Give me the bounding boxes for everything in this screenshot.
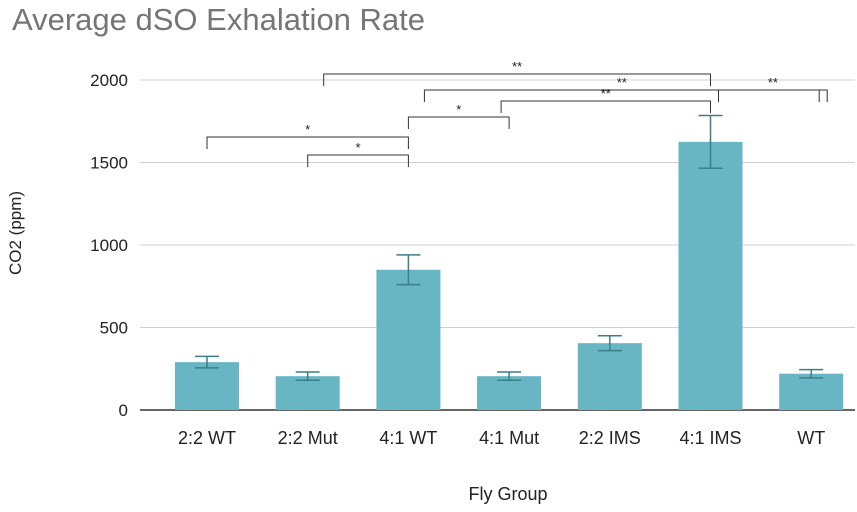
bar [175, 362, 239, 410]
bar [678, 141, 743, 410]
x-tick-label: 4:1 IMS [679, 428, 741, 448]
chart-title: Average dSO Exhalation Rate [12, 2, 426, 37]
significance-label: ** [617, 75, 627, 90]
x-tick-label: WT [797, 428, 825, 448]
x-tick-label: 4:1 WT [379, 428, 437, 448]
y-tick-label: 1500 [90, 154, 128, 173]
significance-bracket [718, 89, 828, 102]
x-tick-label: 4:1 Mut [479, 428, 539, 448]
significance-bracket [500, 100, 711, 113]
significance-brackets: *********** [206, 59, 828, 167]
significance-label: * [305, 122, 310, 137]
significance-bracket [206, 136, 409, 149]
significance-label: * [356, 140, 361, 155]
x-tick-label: 2:2 Mut [278, 428, 338, 448]
x-tick-label: 2:2 WT [178, 428, 236, 448]
gridlines [140, 79, 855, 411]
y-tick-label: 2000 [90, 71, 128, 90]
significance-label: ** [601, 86, 611, 101]
axis-ticks: 0 500 1000 1500 2000 2:2 WT 2:2 Mut 4:1 WT 4:1 M… [90, 71, 825, 448]
bar [779, 373, 844, 410]
x-axis-label: Fly Group [468, 484, 548, 504]
significance-label: ** [512, 59, 522, 74]
y-tick-label: 0 [119, 401, 128, 420]
x-tick-label: 2:2 IMS [579, 428, 641, 448]
bar [477, 376, 542, 410]
bars [175, 141, 844, 410]
y-tick-label: 500 [100, 319, 128, 338]
significance-label: ** [768, 75, 778, 90]
significance-bracket [423, 89, 820, 102]
bar [275, 376, 340, 410]
error-bars [195, 114, 824, 382]
significance-bracket [407, 116, 510, 129]
bar [376, 269, 441, 410]
significance-label: * [456, 102, 461, 117]
y-tick-label: 1000 [90, 236, 128, 255]
bar [577, 343, 642, 410]
significance-bracket [323, 73, 711, 86]
significance-bracket [307, 154, 409, 167]
